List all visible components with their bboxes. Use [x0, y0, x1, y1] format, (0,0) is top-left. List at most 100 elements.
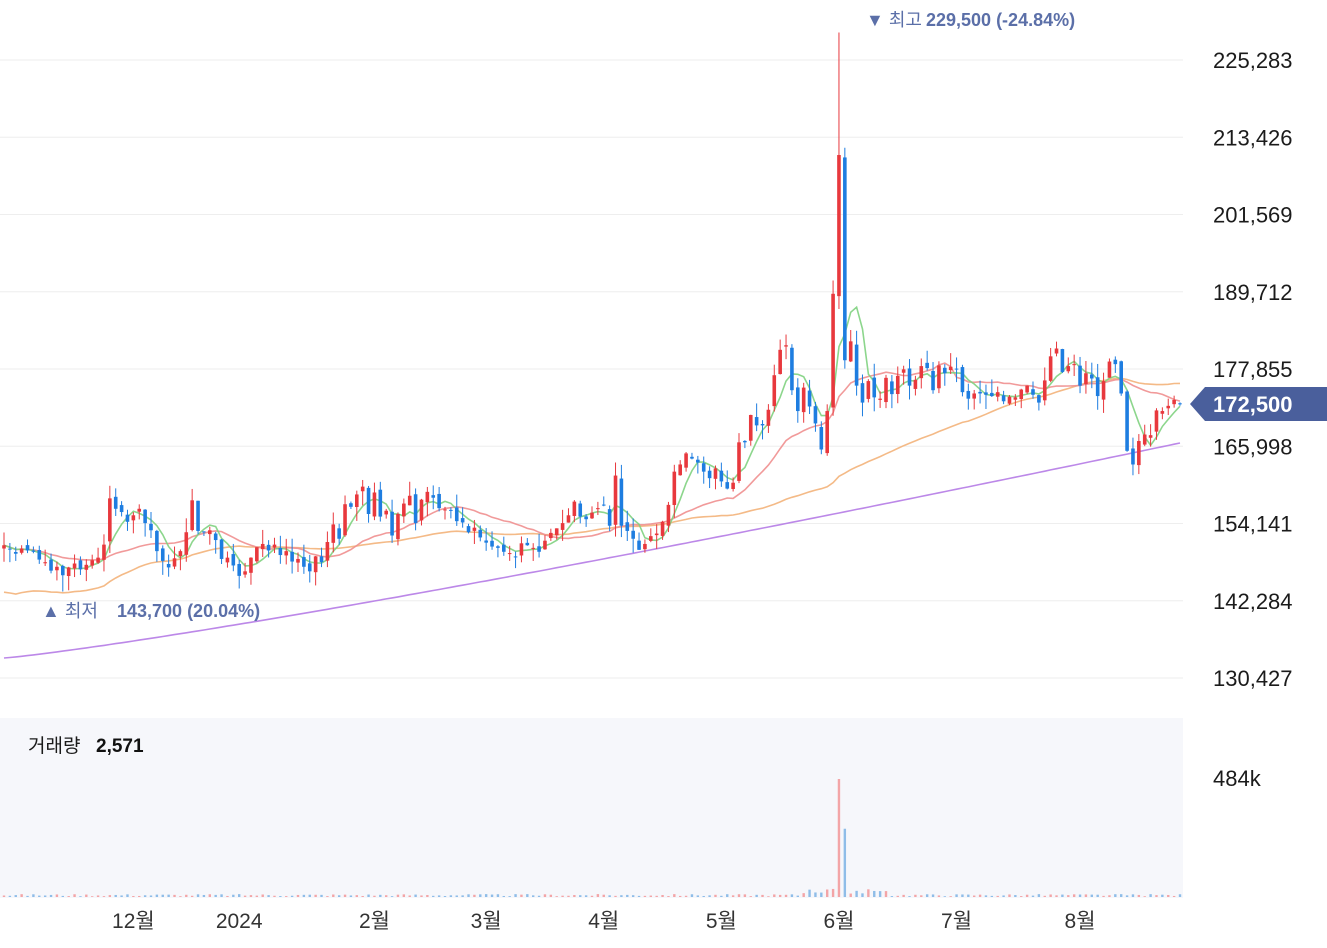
time-axis-label: 12월 [112, 910, 155, 933]
volume-bar [920, 895, 923, 897]
volume-bar [432, 895, 435, 897]
volume-bar [1155, 895, 1158, 897]
candle-body [796, 387, 800, 412]
volume-bar [1043, 895, 1046, 897]
current-price-tag[interactable]: 172,500 [1190, 387, 1327, 421]
volume-bar [820, 892, 823, 897]
ma20-line [3, 362, 1181, 561]
volume-bar [843, 828, 847, 897]
candle-body [866, 381, 871, 399]
low-marker-prefix: ▲ 최저 [42, 601, 98, 621]
candle-body [166, 563, 171, 568]
volume-bar [1020, 896, 1023, 897]
candle-body [613, 475, 618, 525]
volume-bar [749, 896, 752, 897]
candle-body [913, 379, 918, 389]
candle-body [319, 556, 324, 563]
candle-body [619, 478, 624, 526]
volume-bar [343, 894, 347, 897]
candle-body [2, 545, 6, 549]
candle-body [713, 468, 718, 479]
volume-bar [643, 895, 647, 897]
volume-bar [196, 894, 200, 897]
candle-body [554, 528, 559, 536]
volume-bar [243, 895, 247, 897]
volume-header: 거래량 2,571 484k [28, 735, 1262, 791]
candle-body [343, 504, 347, 536]
price-gridlines [0, 59, 1183, 679]
candle-body [1054, 348, 1059, 354]
volume-bar [220, 894, 223, 897]
candle-body [466, 526, 471, 533]
candle-body [837, 155, 841, 297]
candle-body [519, 543, 524, 556]
candle-body [643, 543, 647, 550]
candle-body [454, 507, 459, 522]
volume-bar [755, 894, 758, 897]
candle-body [108, 498, 112, 542]
volume-bar [114, 894, 117, 897]
volume-bar [902, 894, 905, 897]
volume-bar [655, 895, 658, 897]
candle-body [155, 530, 159, 552]
candle-body [601, 504, 606, 506]
candle-body [1060, 349, 1065, 372]
price-axis: 225,283 213,426 201,569 189,712 177,855 165,9… [1213, 48, 1293, 691]
time-axis-label: 8월 [1065, 910, 1096, 933]
candle-body [537, 546, 541, 552]
volume-bar [1002, 895, 1005, 897]
candle-body [1131, 448, 1135, 465]
candle-body [743, 440, 747, 443]
candle-body [1160, 411, 1165, 414]
candle-body [313, 556, 318, 573]
volume-bar [367, 894, 370, 897]
volume-bar [549, 894, 553, 897]
volume-bar [167, 894, 170, 897]
candle-body [307, 563, 312, 572]
candle-body [572, 501, 577, 516]
volume-bar [778, 894, 782, 897]
candle-body [402, 503, 406, 517]
candle-body [372, 492, 377, 517]
volume-bar [302, 894, 306, 897]
volume-bar [55, 894, 59, 897]
volume-bar [332, 894, 335, 897]
volume-bar [761, 894, 764, 897]
volume-bar [484, 894, 488, 897]
candle-body [272, 544, 277, 548]
volume-bar [520, 894, 523, 897]
candle-body [860, 383, 865, 403]
volume-bar [679, 895, 682, 897]
candle-body [143, 509, 147, 524]
candle-body [525, 542, 530, 546]
candle-body [102, 544, 106, 560]
volume-bar [808, 889, 811, 897]
volume-bar [1061, 894, 1064, 897]
candle-body [731, 482, 735, 490]
candle-body [931, 370, 935, 391]
volume-bar [667, 896, 670, 897]
candle-body [1025, 385, 1029, 393]
volume-bar [573, 895, 576, 897]
candle-body [378, 489, 383, 517]
volume-bar [602, 894, 605, 897]
candle-body [325, 542, 330, 561]
volume-bar [508, 896, 511, 897]
volume-bar [949, 896, 952, 897]
candle-body [590, 512, 594, 519]
volume-bar [108, 895, 112, 897]
candle-body [284, 551, 289, 556]
price-axis-tick: 201,569 [1213, 203, 1293, 228]
candle-body [1090, 374, 1094, 379]
candle-body [37, 550, 42, 560]
candle-body [25, 545, 30, 551]
candle-body [1013, 397, 1018, 400]
volume-bar [526, 894, 529, 897]
candle-body [848, 341, 853, 362]
volume-bar [149, 895, 153, 897]
time-axis-label: 4월 [588, 910, 619, 933]
candle-body [213, 533, 218, 541]
candle-body [1166, 405, 1171, 409]
volume-bar [1114, 894, 1117, 897]
volume-bar [1072, 894, 1076, 897]
